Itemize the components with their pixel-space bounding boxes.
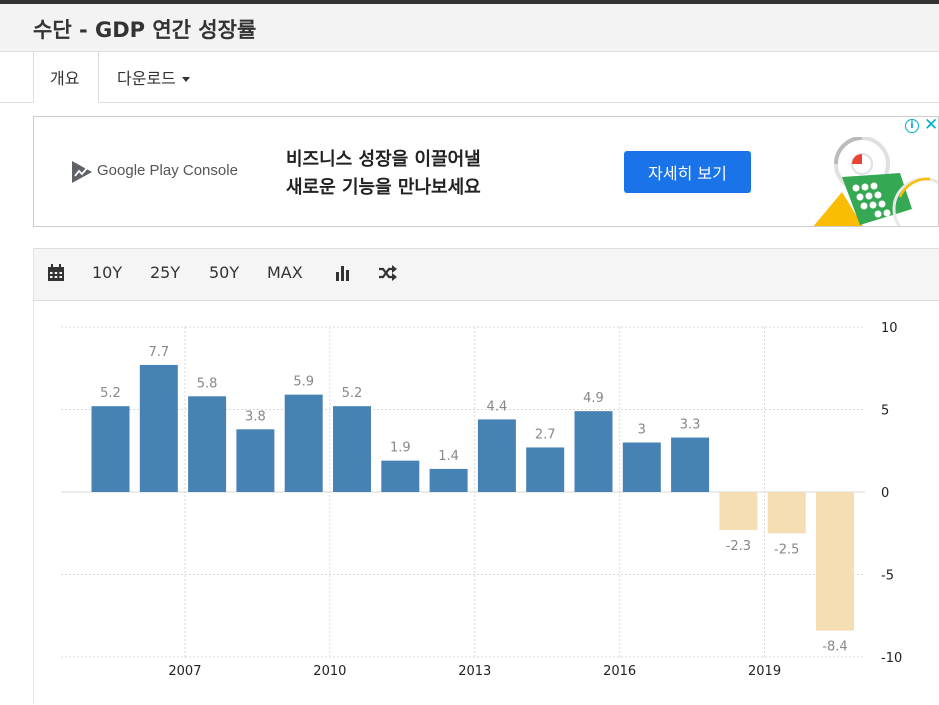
bar-label-2015: 4.9 — [583, 391, 604, 406]
ad-close-icon[interactable]: ✕ — [924, 116, 939, 135]
bar-label-2016: 3 — [638, 423, 646, 438]
bar-label-2010: 5.2 — [342, 386, 363, 401]
range-10y-button[interactable]: 10Y — [92, 263, 123, 282]
bar-2014 — [526, 447, 565, 492]
gdp-growth-chart: 5.2 7.7 5.8 3.8 5.9 5.2 1.9 1.4 4.4 2.7 4.9 3 3.3 -2.… — [61, 321, 902, 679]
bar-2010 — [333, 406, 371, 492]
ad-info-icon[interactable]: i — [905, 119, 919, 133]
bar-label-2012: 1.4 — [438, 449, 459, 464]
advertisement-banner[interactable]: Google Play Console 비즈니스 성장을 이끌어낼 새로운 기능… — [33, 116, 939, 227]
range-50y-button[interactable]: 50Y — [209, 263, 240, 282]
bar-label-2017: 3.3 — [680, 418, 701, 433]
bar-label-2005: 5.2 — [100, 386, 121, 401]
bar-2015 — [574, 411, 613, 492]
bar-2007 — [188, 396, 227, 492]
chart-toolbar: 10Y 25Y 50Y MAX — [34, 249, 939, 301]
y-tick-label: 10 — [881, 321, 898, 336]
x-tick-label: 2013 — [458, 664, 491, 679]
learn-more-button[interactable]: 자세히 보기 — [624, 151, 751, 193]
tab-bar: 개요 다운로드 — [0, 52, 939, 103]
bar-2006 — [139, 364, 178, 492]
bar-label-2020: -8.4 — [822, 640, 847, 655]
bar-2005 — [91, 406, 130, 492]
shuffle-icon[interactable] — [377, 263, 397, 283]
x-tick-label: 2007 — [168, 664, 201, 679]
ad-headline-line2: 새로운 기능을 만나보세요 — [286, 177, 481, 198]
x-tick-label: 2010 — [313, 664, 346, 679]
bar-label-2011: 1.9 — [390, 441, 411, 456]
range-25y-button[interactable]: 25Y — [150, 263, 181, 282]
caret-down-icon — [181, 77, 190, 82]
range-max-button[interactable]: MAX — [267, 263, 303, 282]
title-bar: 수단 - GDP 연간 성장률 — [0, 4, 939, 52]
bar-2018 — [719, 492, 758, 530]
y-tick-label: 5 — [881, 404, 889, 419]
bar-label-2009: 5.9 — [293, 375, 314, 390]
bar-2012 — [429, 468, 468, 492]
x-tick-label: 2019 — [748, 664, 781, 679]
chart-panel: 10Y 25Y 50Y MAX 5.2 7.7 5.8 3.8 5.9 5.2 1.9 1.4… — [33, 248, 939, 704]
tab-bar-divider — [0, 102, 33, 103]
y-tick-label: 0 — [881, 486, 889, 501]
x-tick-label: 2016 — [603, 664, 636, 679]
bar-2017 — [671, 437, 710, 492]
bar-label-2018: -2.3 — [726, 539, 751, 554]
tab-download[interactable]: 다운로드 — [101, 52, 206, 103]
ad-headline-line1: 비즈니스 성장을 이끌어낼 — [286, 149, 481, 170]
bar-2016 — [622, 442, 661, 492]
bar-2019 — [767, 492, 806, 534]
bar-label-2013: 4.4 — [487, 399, 508, 414]
bar-label-2007: 5.8 — [197, 376, 218, 391]
ad-illustration-icon — [813, 137, 938, 226]
bar-2011 — [381, 460, 420, 492]
bar-chart-icon[interactable] — [333, 263, 353, 283]
bar-label-2019: -2.5 — [774, 542, 799, 557]
y-tick-label: -10 — [881, 651, 902, 666]
calendar-icon[interactable] — [46, 263, 66, 283]
bar-label-2008: 3.8 — [245, 409, 266, 424]
y-tick-label: -5 — [881, 569, 894, 584]
bar-2020 — [816, 492, 854, 631]
page-title: 수단 - GDP 연간 성장률 — [33, 18, 257, 42]
tab-overview[interactable]: 개요 — [33, 52, 99, 103]
top-border — [0, 0, 939, 4]
bar-2009 — [284, 394, 323, 492]
ad-brand: Google Play Console — [97, 162, 238, 179]
bar-2008 — [236, 429, 275, 492]
bar-label-2014: 2.7 — [535, 427, 556, 442]
bar-2013 — [477, 419, 516, 492]
google-play-logo-icon — [72, 161, 92, 183]
bar-label-2006: 7.7 — [148, 345, 169, 360]
tab-download-label: 다운로드 — [117, 69, 176, 88]
